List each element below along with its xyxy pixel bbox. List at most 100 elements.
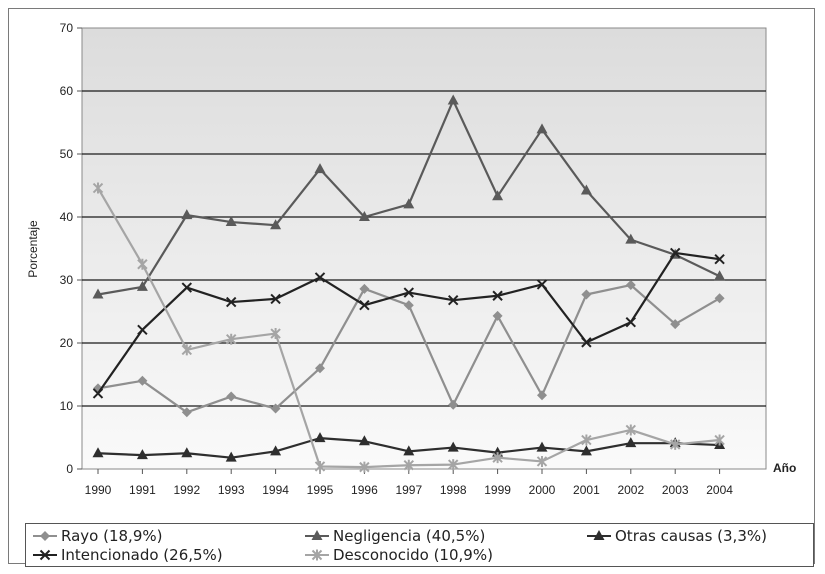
- data-point: [581, 337, 592, 348]
- legend-item: Rayo (18,9%): [32, 527, 162, 545]
- data-point: [270, 445, 282, 456]
- legend-item: Desconocido (10,9%): [304, 546, 493, 564]
- data-point: [492, 452, 503, 464]
- x-tick-label: 1992: [173, 483, 200, 497]
- data-point: [315, 363, 325, 374]
- x-tick-label: 1993: [218, 483, 245, 497]
- data-point: [358, 211, 370, 221]
- data-point: [314, 460, 326, 472]
- y-tick-label: 0: [66, 462, 73, 476]
- data-point: [314, 163, 326, 174]
- data-point: [625, 233, 637, 244]
- data-point: [536, 123, 548, 134]
- data-point: [270, 403, 281, 414]
- data-point: [669, 247, 681, 259]
- data-point: [581, 289, 592, 300]
- data-point: [625, 424, 637, 436]
- data-point: [181, 209, 193, 220]
- data-point: [226, 391, 237, 402]
- legend-swatch: [33, 531, 57, 541]
- x-tick-label: 1996: [351, 483, 378, 497]
- legend-swatch: [33, 549, 57, 561]
- legend-swatch: [305, 530, 329, 540]
- y-tick-label: 60: [60, 84, 74, 98]
- data-point: [403, 459, 415, 471]
- data-point: [181, 344, 193, 356]
- y-tick-label: 70: [60, 21, 74, 35]
- data-point: [270, 219, 282, 230]
- x-tick-label: 2001: [573, 483, 600, 497]
- data-point: [92, 447, 104, 458]
- data-point: [447, 459, 459, 471]
- legend-swatch: [587, 530, 611, 540]
- data-point: [492, 290, 503, 301]
- data-point: [714, 270, 726, 281]
- x-tick-label: 2003: [662, 483, 689, 497]
- data-point: [270, 293, 281, 305]
- data-point: [448, 399, 459, 410]
- legend-label: Otras causas (3,3%): [615, 527, 767, 545]
- data-point: [580, 184, 592, 195]
- data-point: [536, 455, 548, 467]
- data-point: [403, 445, 415, 456]
- data-point: [581, 434, 592, 446]
- legend-item: Otras causas (3,3%): [586, 527, 767, 545]
- data-point: [358, 435, 370, 446]
- data-point: [492, 310, 503, 321]
- x-tick-labels: 1990 1991 1992 1993 1994 1995 1996 1997 1998 1999…: [85, 469, 733, 497]
- x-tick-label: 1994: [262, 483, 289, 497]
- data-point: [359, 461, 370, 473]
- y-tick-labels: 0 10 20 30 40 50 60 70: [60, 21, 82, 476]
- data-point: [225, 451, 237, 462]
- data-point: [137, 324, 148, 335]
- x-tick-label: 1997: [395, 483, 422, 497]
- data-point: [714, 293, 725, 304]
- x-tick-label: 1991: [129, 483, 156, 497]
- data-point: [536, 441, 548, 452]
- legend-label: Desconocido (10,9%): [333, 546, 493, 564]
- data-point: [670, 319, 681, 330]
- data-point: [92, 388, 104, 399]
- series-4: [92, 247, 725, 399]
- legend-marker: [311, 549, 323, 561]
- legend-item: Intencionado (26,5%): [32, 546, 223, 564]
- series-group: [92, 94, 726, 473]
- data-point: [181, 407, 192, 418]
- data-point: [669, 438, 681, 450]
- data-point: [403, 300, 414, 311]
- legend-label: Rayo (18,9%): [61, 527, 163, 545]
- data-point: [625, 280, 636, 291]
- y-tick-label: 30: [60, 273, 74, 287]
- data-point: [492, 190, 504, 201]
- data-point: [225, 296, 237, 308]
- legend-marker: [39, 549, 51, 561]
- series-5: [92, 182, 725, 473]
- data-point: [314, 272, 326, 283]
- data-point: [403, 287, 415, 298]
- series-2: [92, 94, 726, 299]
- data-point: [359, 283, 370, 294]
- data-point: [181, 447, 193, 458]
- data-point: [136, 449, 148, 460]
- data-point: [537, 390, 547, 401]
- x-tick-label: 1995: [307, 483, 334, 497]
- y-tick-label: 50: [60, 147, 74, 161]
- data-point: [270, 328, 281, 340]
- y-axis-title: Porcentaje: [26, 220, 40, 278]
- legend-swatch: [305, 549, 329, 561]
- y-tick-label: 10: [60, 399, 74, 413]
- data-point: [447, 441, 459, 452]
- y-tick-label: 40: [60, 210, 74, 224]
- data-point: [137, 375, 148, 386]
- legend-label: Negligencia (40,5%): [333, 527, 486, 545]
- x-tick-label: 1999: [484, 483, 511, 497]
- legend-item: Negligencia (40,5%): [304, 527, 485, 545]
- legend-marker: [40, 531, 50, 541]
- line-chart: 0 10 20 30 40 50 60 70 1990 1991 1992 1993 1994 1995…: [26, 21, 796, 497]
- x-tick-label: 2000: [529, 483, 556, 497]
- series-1: [93, 280, 725, 418]
- data-point: [92, 288, 104, 299]
- x-tick-label: 1998: [440, 483, 467, 497]
- y-tick-label: 20: [60, 336, 74, 350]
- x-tick-label: 1990: [85, 483, 112, 497]
